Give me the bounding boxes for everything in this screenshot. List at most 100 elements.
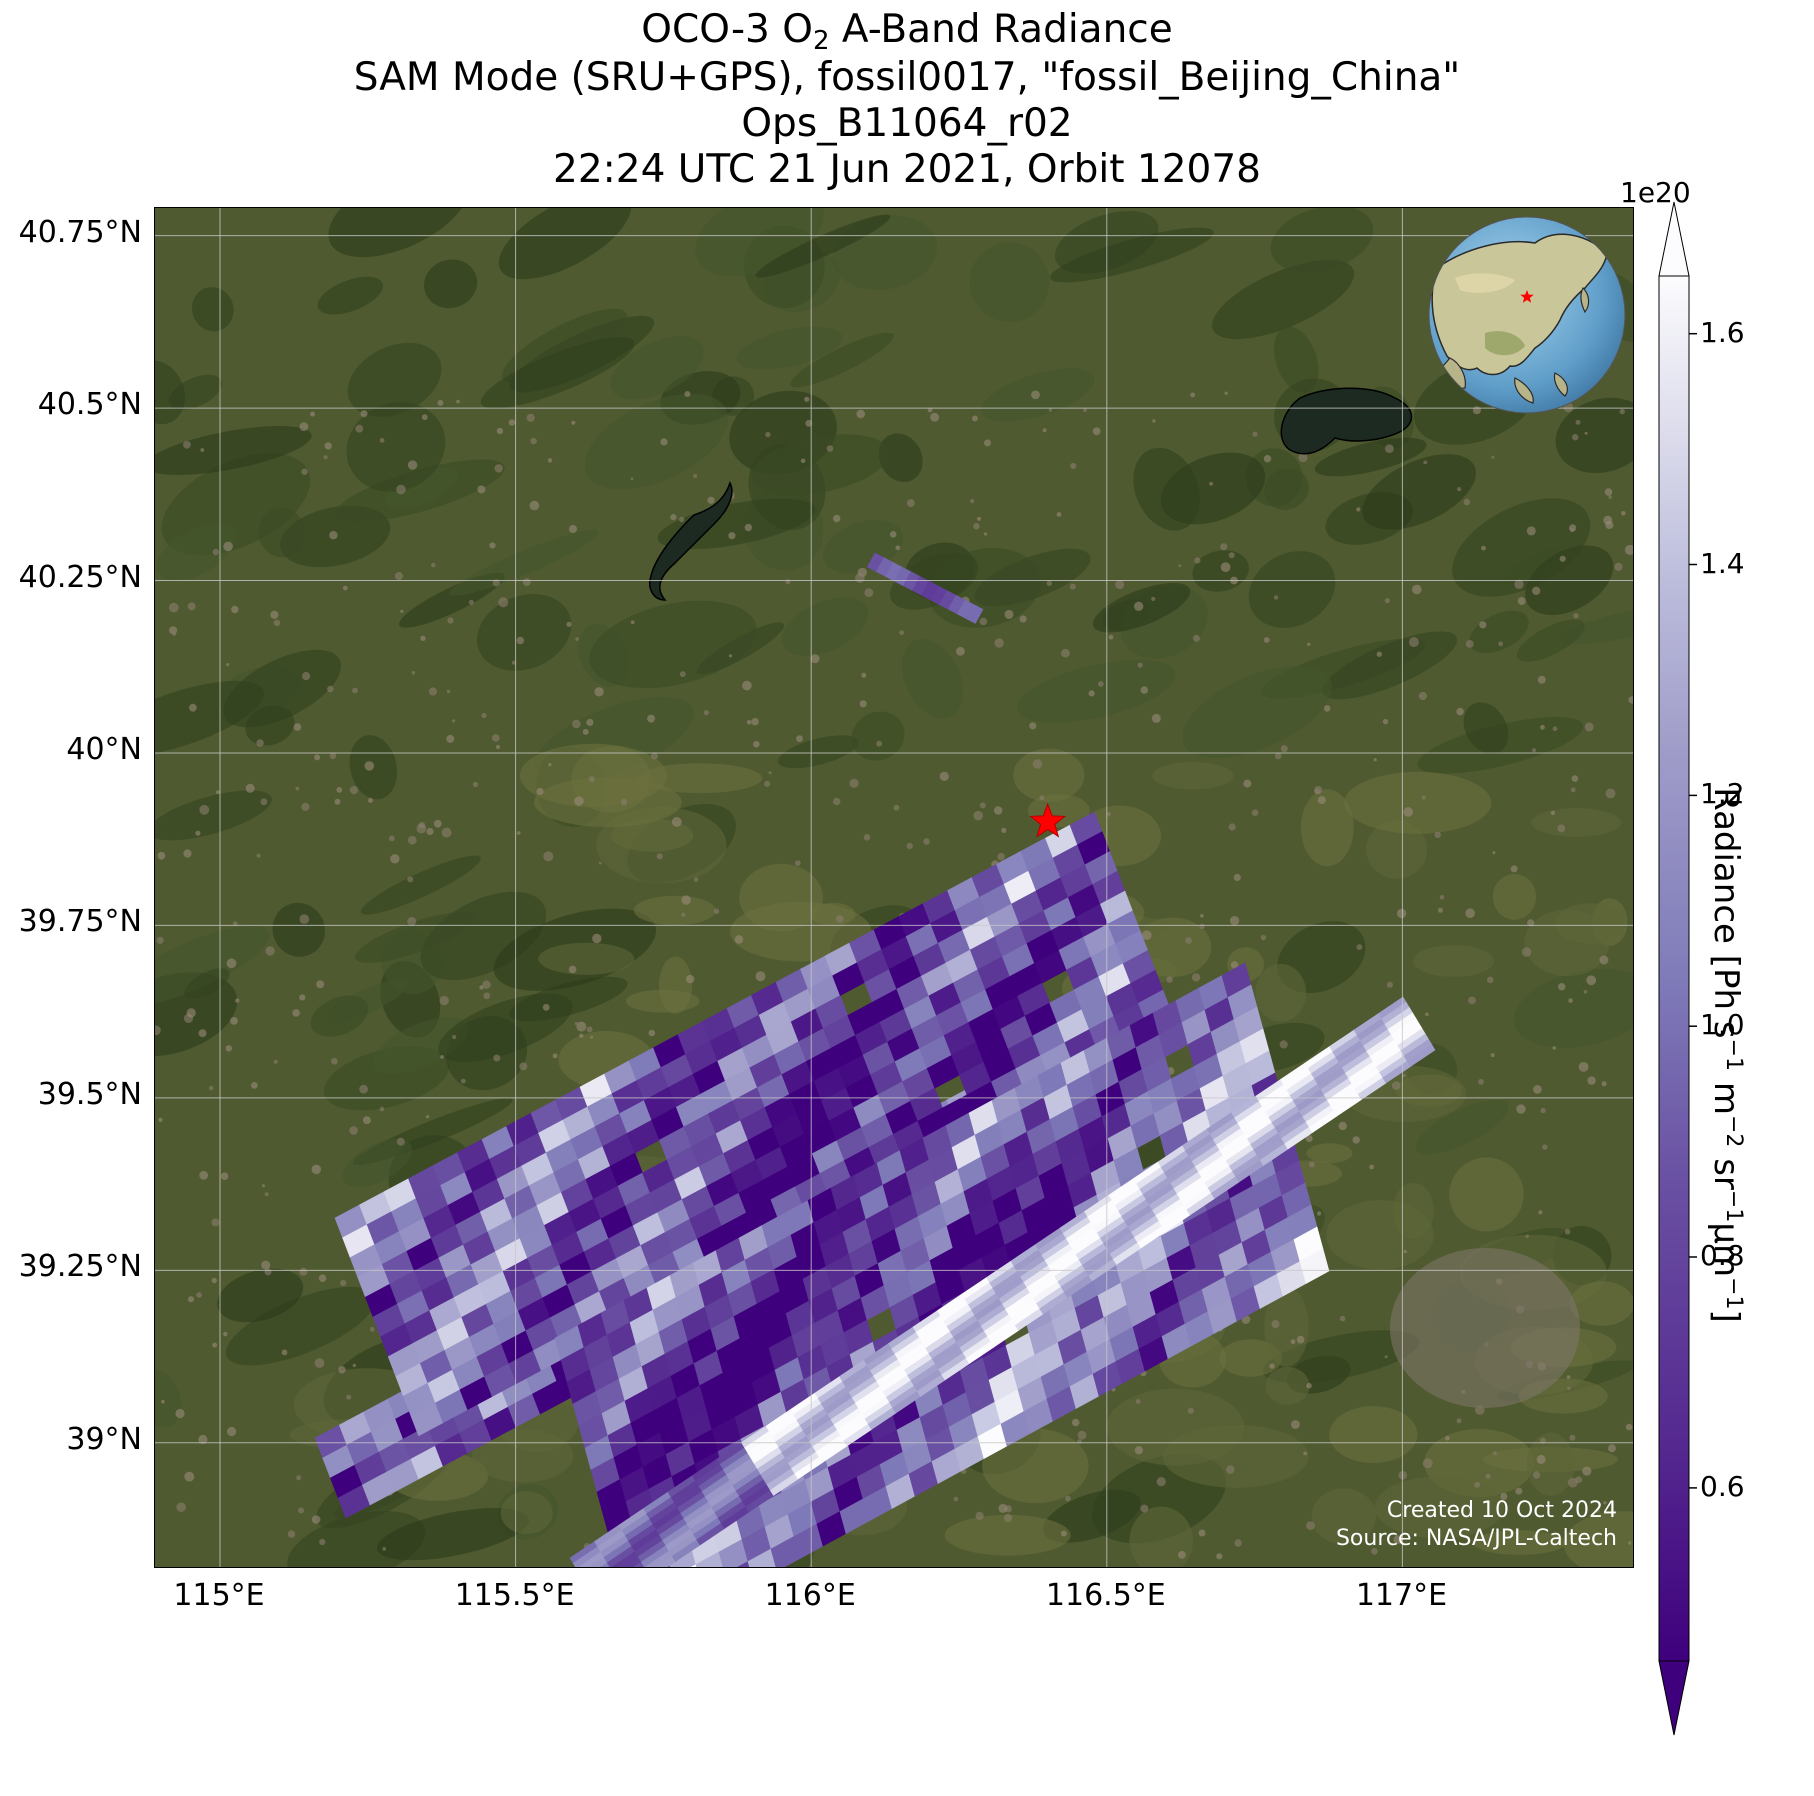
village-speck [1532, 1471, 1541, 1479]
terrain-patch [1248, 551, 1336, 628]
village-speck [1263, 637, 1270, 643]
village-speck [970, 499, 975, 504]
village-speck [169, 626, 178, 635]
footprint-cell [1406, 1044, 1436, 1067]
terrain-layer [155, 208, 1633, 1567]
terrain-patch [287, 1510, 426, 1567]
village-speck [939, 771, 949, 782]
village-speck [979, 802, 986, 809]
village-speck [1200, 914, 1204, 918]
village-speck [753, 740, 760, 748]
village-speck [713, 908, 720, 914]
terrain-patch [156, 523, 237, 581]
village-speck [1463, 498, 1471, 506]
village-speck [764, 780, 771, 787]
village-speck [495, 744, 501, 750]
village-speck [1356, 944, 1363, 950]
village-speck [1540, 724, 1545, 730]
village-speck [223, 1331, 228, 1337]
plain-patch [944, 1514, 1071, 1556]
village-speck [1391, 1081, 1401, 1090]
village-speck [1356, 507, 1361, 512]
village-speck [157, 851, 166, 860]
village-speck [1586, 975, 1597, 986]
village-speck [420, 635, 426, 641]
village-speck [212, 548, 219, 556]
village-speck [440, 1055, 444, 1059]
terrain-patch [1322, 631, 1458, 700]
village-speck [511, 660, 517, 665]
village-speck [1142, 930, 1152, 940]
village-speck [568, 965, 577, 974]
plain-patch [1555, 903, 1625, 944]
plain-patch [1326, 1200, 1434, 1270]
village-speck [768, 771, 772, 775]
village-speck [1564, 1228, 1571, 1235]
village-speck [1537, 675, 1546, 684]
lon-label-116.5: 116.5°E [1045, 1578, 1166, 1613]
terrain-patch [751, 434, 889, 495]
village-speck [1485, 1473, 1491, 1479]
village-speck [407, 917, 417, 926]
terrain-patch [498, 208, 632, 280]
village-speck [927, 407, 933, 413]
village-speck [889, 531, 897, 538]
village-speck [976, 516, 982, 521]
terrain-patch [1555, 397, 1633, 474]
gridlines [155, 208, 1633, 1567]
terrain-patch [1463, 702, 1509, 754]
village-speck [1065, 1495, 1071, 1502]
village-speck [594, 687, 604, 697]
village-speck [1106, 812, 1111, 817]
village-speck [794, 860, 801, 866]
footprint-cell [737, 1561, 750, 1567]
village-speck [1305, 1134, 1313, 1143]
plain-patch [534, 777, 682, 828]
plain-patch [1569, 1281, 1633, 1326]
village-speck [1584, 431, 1588, 435]
plain-patch [1311, 1488, 1377, 1545]
village-speck [751, 718, 759, 726]
village-speck [168, 602, 179, 613]
village-speck [552, 1053, 558, 1059]
village-speck [232, 921, 238, 927]
village-speck [899, 630, 904, 635]
village-speck [728, 532, 736, 540]
village-speck [1198, 1529, 1206, 1537]
village-speck [1498, 641, 1504, 647]
plain-patch [1449, 1157, 1524, 1232]
village-speck [679, 671, 686, 677]
village-speck [1216, 1553, 1223, 1560]
village-speck [273, 1059, 278, 1064]
village-speck [346, 1394, 352, 1400]
village-speck [1274, 752, 1282, 760]
village-speck [998, 1503, 1008, 1513]
reservoir-west [649, 481, 733, 601]
village-speck [1422, 1458, 1433, 1469]
village-speck [360, 410, 368, 418]
village-speck [707, 496, 715, 504]
village-speck [245, 783, 255, 793]
village-speck [198, 1029, 207, 1038]
village-speck [1402, 1073, 1406, 1078]
village-speck [1192, 634, 1200, 642]
village-speck [571, 420, 576, 425]
village-speck [1521, 947, 1532, 957]
village-speck [176, 1502, 186, 1512]
village-speck [1060, 1530, 1067, 1537]
village-speck [1228, 552, 1235, 559]
village-speck [785, 579, 791, 585]
village-speck [1572, 434, 1579, 441]
village-speck [1384, 598, 1390, 604]
village-speck [1567, 1386, 1571, 1390]
village-speck [323, 455, 328, 460]
village-speck [1115, 579, 1125, 590]
village-speck [226, 958, 237, 969]
terrain-patch [1559, 603, 1633, 645]
village-speck [1465, 908, 1475, 918]
village-speck [189, 703, 197, 712]
village-speck [1317, 796, 1326, 805]
village-speck [1559, 555, 1566, 562]
colorbar [1658, 201, 1697, 1736]
terrain-patch [424, 259, 478, 309]
